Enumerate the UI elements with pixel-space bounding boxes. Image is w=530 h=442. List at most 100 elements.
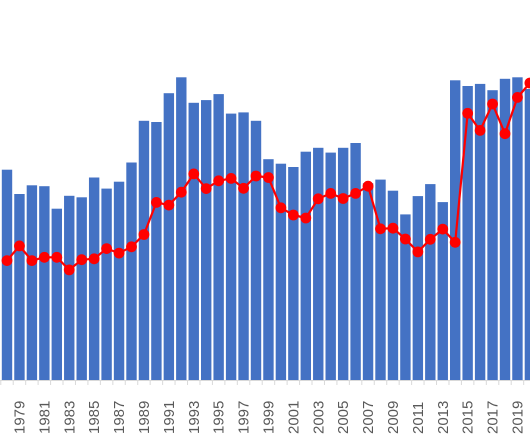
bar-2001 bbox=[288, 167, 299, 380]
line-point-2012 bbox=[424, 233, 436, 245]
x-tick-label: 2013 bbox=[435, 401, 452, 434]
bar-1999 bbox=[263, 159, 274, 380]
x-tick-label: 1983 bbox=[61, 401, 78, 434]
line-point-1989 bbox=[138, 229, 150, 240]
x-tick-labels: 1979 1981 1983 1985 1987 1989 1991 1993 1995 1997… bbox=[11, 401, 526, 434]
x-tick-label: 2015 bbox=[460, 401, 477, 434]
bar-2012 bbox=[425, 184, 436, 380]
bar-2009 bbox=[387, 190, 399, 380]
bar-1988 bbox=[126, 162, 137, 380]
bar-1995 bbox=[213, 94, 224, 380]
line-point-2002 bbox=[300, 212, 312, 224]
bar-2011 bbox=[412, 196, 424, 380]
x-tick-label: 1989 bbox=[136, 401, 153, 434]
bar-1986 bbox=[101, 188, 112, 380]
bar-2000 bbox=[275, 163, 287, 380]
bar-1996 bbox=[225, 113, 237, 380]
bar-1982 bbox=[51, 208, 62, 380]
line-point-2018 bbox=[499, 128, 511, 140]
bar-1978 bbox=[1, 169, 13, 380]
bar-1979 bbox=[14, 194, 25, 380]
x-tick-label: 1995 bbox=[211, 401, 228, 434]
bar-2002 bbox=[300, 151, 311, 380]
line-point-1988 bbox=[126, 241, 137, 253]
line-point-1993 bbox=[188, 168, 200, 180]
line-point-1995 bbox=[213, 175, 225, 187]
line-point-1987 bbox=[113, 247, 125, 259]
line-point-2006 bbox=[350, 188, 361, 199]
line-point-2008 bbox=[375, 223, 386, 235]
line-point-1982 bbox=[51, 251, 63, 263]
line-point-2000 bbox=[275, 202, 287, 214]
bar-2014 bbox=[450, 80, 461, 381]
bar-2020 bbox=[524, 89, 530, 380]
line-point-2005 bbox=[337, 193, 349, 204]
x-tick-label: 2005 bbox=[335, 401, 352, 434]
line-point-2003 bbox=[312, 193, 324, 205]
x-tick-label: 1997 bbox=[236, 401, 253, 434]
bar-1997 bbox=[238, 112, 249, 381]
line-point-1980 bbox=[26, 255, 38, 266]
line-point-2020 bbox=[524, 77, 530, 89]
bar-1991 bbox=[163, 93, 175, 380]
bar-1993 bbox=[188, 102, 199, 381]
bar-2018 bbox=[499, 78, 511, 381]
line-point-1985 bbox=[88, 253, 100, 265]
x-tick-label: 1979 bbox=[11, 401, 28, 434]
bar-1998 bbox=[250, 120, 262, 381]
points-layer bbox=[1, 77, 530, 276]
x-tick-label: 2017 bbox=[485, 401, 502, 434]
x-tick-label: 2007 bbox=[360, 401, 377, 434]
line-point-2014 bbox=[449, 236, 461, 248]
x-tick-label: 2003 bbox=[310, 401, 327, 434]
line-point-1996 bbox=[225, 173, 237, 184]
bar-2017 bbox=[487, 90, 498, 380]
line-point-2013 bbox=[437, 223, 449, 235]
line-point-1984 bbox=[76, 254, 88, 266]
x-tick-label: 2009 bbox=[385, 401, 402, 434]
bar-1983 bbox=[64, 195, 75, 380]
x-tick-label: 2001 bbox=[285, 401, 302, 434]
line-point-1979 bbox=[14, 240, 25, 252]
line-point-2010 bbox=[400, 233, 411, 245]
x-tick-label: 1987 bbox=[111, 401, 128, 434]
x-tick-label: 2011 bbox=[410, 402, 427, 434]
line-point-2004 bbox=[325, 188, 337, 199]
bar-1985 bbox=[88, 177, 100, 380]
line-point-1990 bbox=[151, 197, 162, 208]
bar-1980 bbox=[26, 185, 38, 380]
line-point-1991 bbox=[163, 199, 175, 211]
line-point-1994 bbox=[200, 183, 212, 195]
bar-2019 bbox=[512, 77, 523, 381]
line-point-1986 bbox=[101, 243, 112, 255]
line-point-1978 bbox=[1, 255, 13, 266]
line-point-2015 bbox=[462, 107, 474, 119]
x-tick-label: 1985 bbox=[86, 401, 103, 434]
line-point-1983 bbox=[63, 264, 75, 276]
bar-1992 bbox=[176, 77, 187, 381]
line-point-2001 bbox=[287, 209, 299, 221]
x-axis bbox=[0, 380, 530, 385]
bar-1989 bbox=[138, 120, 150, 381]
line-point-1998 bbox=[250, 170, 262, 182]
line-point-2016 bbox=[474, 124, 486, 136]
bar-2006 bbox=[350, 143, 361, 380]
x-tick-label: 1981 bbox=[36, 401, 53, 434]
bar-2005 bbox=[337, 147, 349, 380]
line-point-1992 bbox=[175, 186, 187, 198]
bar-2015 bbox=[462, 86, 473, 380]
line-point-1981 bbox=[38, 251, 50, 263]
bar-1984 bbox=[76, 197, 87, 380]
line-point-2017 bbox=[487, 98, 498, 110]
bar-1990 bbox=[151, 122, 162, 380]
bar-2013 bbox=[437, 202, 448, 380]
bars-layer bbox=[1, 77, 530, 381]
line-point-1997 bbox=[238, 182, 249, 194]
bar-1994 bbox=[201, 100, 212, 380]
line-point-1999 bbox=[263, 172, 274, 183]
x-tick-label: 1993 bbox=[186, 401, 203, 434]
x-tick-label: 1991 bbox=[161, 401, 178, 434]
line-point-2011 bbox=[412, 246, 424, 258]
x-tick-label: 1999 bbox=[260, 401, 277, 434]
